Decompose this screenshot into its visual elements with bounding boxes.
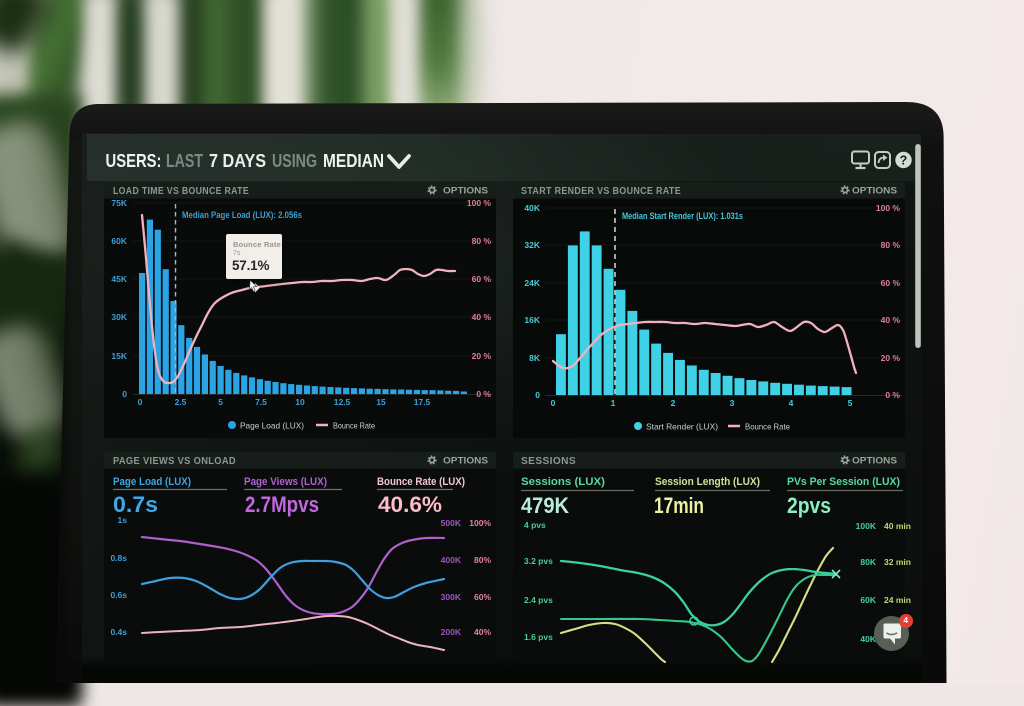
svg-text:10: 10 [295,397,305,407]
svg-text:USERS:: USERS: [106,151,162,171]
svg-text:MEDIAN: MEDIAN [323,151,384,171]
svg-text:USING: USING [272,151,317,171]
svg-text:32 min: 32 min [884,557,911,567]
svg-text:2pvs: 2pvs [787,493,831,518]
svg-text:30K: 30K [111,312,127,322]
svg-text:?: ? [900,153,908,167]
svg-text:40.6%: 40.6% [378,492,442,517]
svg-text:Page Load (LUX): Page Load (LUX) [113,476,191,488]
svg-text:479K: 479K [521,493,569,518]
svg-text:80 %: 80 % [881,240,901,250]
svg-text:100 %: 100 % [876,203,901,213]
svg-text:40 %: 40 % [472,312,492,322]
svg-text:LAST: LAST [166,151,203,171]
svg-text:40K: 40K [524,203,540,213]
svg-text:75K: 75K [111,198,127,208]
svg-text:5: 5 [848,398,853,408]
svg-text:1: 1 [611,398,616,408]
svg-text:Page Load (LUX): Page Load (LUX) [240,421,304,431]
svg-text:4: 4 [789,398,794,408]
svg-text:100 %: 100 % [467,198,492,208]
svg-text:12.5: 12.5 [334,397,351,407]
svg-text:45K: 45K [111,274,127,284]
svg-text:OPTIONS: OPTIONS [852,456,897,467]
svg-text:OPTIONS: OPTIONS [443,456,488,467]
svg-text:0.4s: 0.4s [110,627,127,637]
svg-text:60 %: 60 % [881,278,901,288]
svg-text:Bounce Rate: Bounce Rate [745,422,790,432]
svg-text:400K: 400K [441,555,462,565]
svg-text:START RENDER VS BOUNCE RATE: START RENDER VS BOUNCE RATE [521,185,681,197]
svg-text:LOAD TIME VS BOUNCE RATE: LOAD TIME VS BOUNCE RATE [113,185,249,197]
svg-text:40 %: 40 % [881,315,901,325]
svg-text:15K: 15K [111,351,127,361]
svg-text:40 min: 40 min [884,521,911,531]
svg-text:500K: 500K [441,518,462,528]
svg-text:40%: 40% [474,627,491,637]
svg-text:20 %: 20 % [881,353,901,363]
svg-text:Bounce Rate: Bounce Rate [333,421,375,431]
svg-text:100K: 100K [856,521,877,531]
svg-text:8K: 8K [529,353,541,363]
svg-text:Start Render (LUX): Start Render (LUX) [646,422,718,432]
svg-text:1s: 1s [118,515,128,525]
svg-text:16K: 16K [524,315,540,325]
svg-text:100%: 100% [469,518,491,528]
svg-text:2.4 pvs: 2.4 pvs [524,595,553,605]
svg-text:Page Views (LUX): Page Views (LUX) [244,476,327,488]
svg-text:20 %: 20 % [472,351,492,361]
svg-text:200K: 200K [441,627,462,637]
svg-text:0: 0 [138,397,143,407]
svg-text:15: 15 [376,397,386,407]
svg-text:Session Length (LUX): Session Length (LUX) [655,476,760,488]
svg-text:300K: 300K [441,592,462,602]
svg-text:2.7Mpvs: 2.7Mpvs [245,492,319,517]
svg-text:5: 5 [218,397,223,407]
svg-text:7 DAYS: 7 DAYS [209,151,266,171]
svg-text:SESSIONS: SESSIONS [521,455,576,467]
svg-text:40K: 40K [860,634,876,644]
svg-text:0: 0 [122,389,127,399]
svg-text:2.5: 2.5 [175,397,187,407]
svg-text:0: 0 [535,390,540,400]
svg-text:1.6 pvs: 1.6 pvs [524,632,553,642]
svg-text:24 min: 24 min [884,595,911,605]
svg-text:0 %: 0 % [885,390,900,400]
svg-text:PVs Per Session (LUX): PVs Per Session (LUX) [787,476,900,488]
svg-text:Median Start Render (LUX): 1.0: Median Start Render (LUX): 1.031s [622,211,743,221]
svg-text:0.7s: 0.7s [113,492,158,517]
svg-text:3.2 pvs: 3.2 pvs [524,556,553,566]
svg-text:60K: 60K [111,236,127,246]
svg-text:60%: 60% [474,592,491,602]
svg-text:24K: 24K [524,278,540,288]
svg-text:0.8s: 0.8s [110,553,127,563]
svg-text:32K: 32K [524,240,540,250]
svg-text:2: 2 [671,398,676,408]
svg-text:Median Page Load (LUX): 2.056s: Median Page Load (LUX): 2.056s [182,210,302,220]
svg-text:80%: 80% [474,555,491,565]
svg-text:3: 3 [730,398,735,408]
svg-text:17min: 17min [654,493,704,518]
svg-text:0: 0 [551,398,556,408]
svg-text:60K: 60K [860,595,876,605]
svg-text:4 pvs: 4 pvs [524,520,546,530]
svg-text:PAGE VIEWS VS ONLOAD: PAGE VIEWS VS ONLOAD [113,455,236,467]
svg-text:0.6s: 0.6s [110,590,127,600]
svg-text:OPTIONS: OPTIONS [443,186,488,197]
svg-text:OPTIONS: OPTIONS [852,186,897,197]
svg-text:0 %: 0 % [476,389,491,399]
svg-text:60 %: 60 % [472,274,492,284]
svg-text:80 %: 80 % [472,236,492,246]
svg-text:Bounce Rate (LUX): Bounce Rate (LUX) [377,476,465,488]
svg-text:17.5: 17.5 [414,397,431,407]
svg-text:80K: 80K [860,557,876,567]
svg-text:Sessions (LUX): Sessions (LUX) [521,476,605,488]
svg-text:7.5: 7.5 [255,397,267,407]
